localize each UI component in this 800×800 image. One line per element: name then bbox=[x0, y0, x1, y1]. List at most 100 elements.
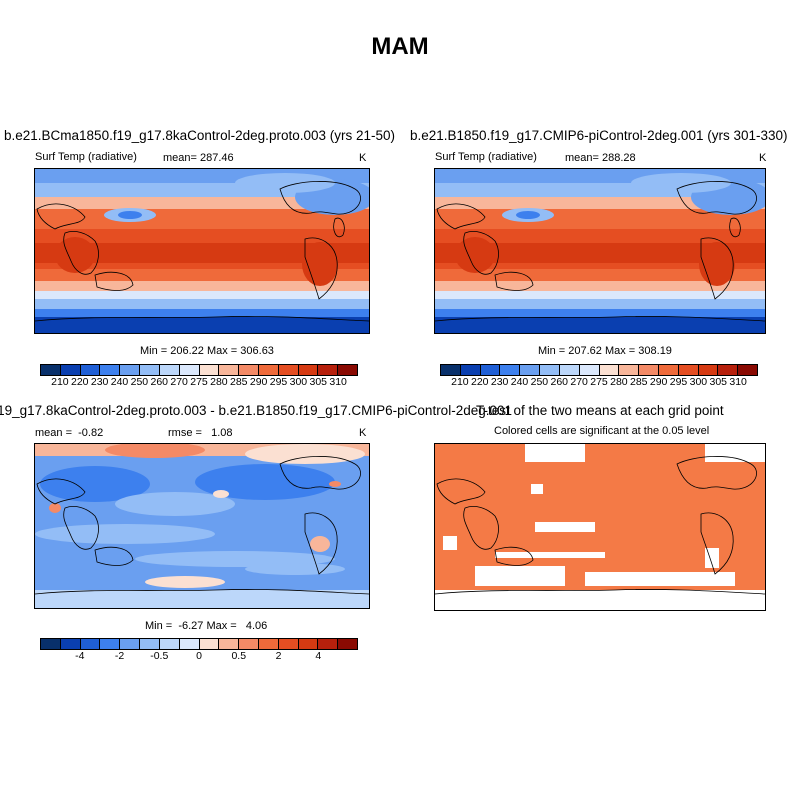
panel-2-temperature-field bbox=[435, 169, 765, 333]
colorbar-segment bbox=[80, 365, 101, 375]
panel-1-mean-label: mean= 287.46 bbox=[163, 152, 234, 164]
panel-2-map bbox=[434, 168, 766, 334]
colorbar-tick-label: 260 bbox=[150, 376, 169, 388]
panel-1-colorbar-ticks: 210 220 230 240 250 260 270 275 280 285 290 295 300 3… bbox=[40, 376, 358, 390]
panel-3-mean-label: mean = -0.82 bbox=[35, 427, 104, 439]
panel-1-temperature-field bbox=[35, 169, 369, 333]
colorbar-tick-label: 270 bbox=[170, 376, 188, 388]
colorbar-segment bbox=[540, 365, 560, 375]
colorbar-segment bbox=[41, 639, 61, 649]
colorbar-tick-label: 230 bbox=[490, 376, 509, 388]
panel-3-colorbar-ticks: -4 -2 -0.5 0 0.5 2 4 bbox=[40, 650, 358, 664]
colorbar-segment bbox=[179, 639, 200, 649]
panel-3-rmse-label: rmse = 1.08 bbox=[168, 427, 233, 439]
colorbar-tick-label: 290 bbox=[249, 376, 268, 388]
panel-3-min-max: Min = -6.27 Max = 4.06 bbox=[145, 620, 268, 632]
colorbar-tick-label: 2 bbox=[275, 650, 282, 662]
panel-2-variable-label: Surf Temp (radiative) bbox=[435, 151, 537, 163]
panel-2-min-max: Min = 207.62 Max = 308.19 bbox=[538, 345, 672, 357]
colorbar-segment bbox=[278, 639, 299, 649]
colorbar-segment bbox=[120, 365, 141, 375]
colorbar-tick-label: 290 bbox=[649, 376, 668, 388]
colorbar-segment bbox=[219, 639, 240, 649]
colorbar-segment bbox=[298, 639, 319, 649]
colorbar-tick-label: 275 bbox=[190, 376, 208, 388]
colorbar-segment bbox=[239, 365, 259, 375]
panel-2-colorbar-ticks: 210 220 230 240 250 260 270 275 280 285 290 295 300 3… bbox=[440, 376, 758, 390]
colorbar-segment bbox=[41, 365, 61, 375]
colorbar-segment bbox=[278, 365, 299, 375]
colorbar-segment bbox=[718, 365, 739, 375]
panel-4-map bbox=[434, 443, 766, 611]
colorbar-segment bbox=[619, 365, 640, 375]
colorbar-tick-label: 250 bbox=[530, 376, 549, 388]
colorbar-tick-label: 220 bbox=[70, 376, 89, 388]
colorbar-tick-label: 295 bbox=[669, 376, 688, 388]
colorbar-tick-label: 280 bbox=[610, 376, 628, 388]
colorbar-tick-label: 210 bbox=[451, 376, 469, 388]
panel-1-map bbox=[34, 168, 370, 334]
colorbar-tick-label: 310 bbox=[729, 376, 747, 388]
colorbar-tick-label: 230 bbox=[90, 376, 109, 388]
colorbar-segment bbox=[500, 365, 521, 375]
panel-2-colorbar bbox=[440, 364, 758, 376]
colorbar-tick-label: 260 bbox=[550, 376, 569, 388]
colorbar-tick-label: 275 bbox=[590, 376, 608, 388]
panel-1-variable-label: Surf Temp (radiative) bbox=[35, 151, 137, 163]
panel-1-min-max: Min = 206.22 Max = 306.63 bbox=[140, 345, 274, 357]
colorbar-tick-label: -0.5 bbox=[150, 650, 169, 662]
colorbar-segment bbox=[298, 365, 319, 375]
colorbar-tick-label: 240 bbox=[110, 376, 129, 388]
panel-4-significance-field bbox=[435, 444, 765, 610]
colorbar-segment bbox=[159, 365, 180, 375]
colorbar-segment bbox=[338, 365, 357, 375]
panel-3-title: b.e21.BCma1850.f19_g17.8kaControl-2deg.p… bbox=[0, 403, 512, 418]
colorbar-tick-label: -4 bbox=[75, 650, 85, 662]
colorbar-segment bbox=[658, 365, 679, 375]
colorbar-segment bbox=[318, 365, 339, 375]
colorbar-tick-label: 285 bbox=[629, 376, 648, 388]
colorbar-tick-label: 0.5 bbox=[231, 650, 247, 662]
colorbar-segment bbox=[219, 365, 240, 375]
colorbar-segment bbox=[100, 365, 121, 375]
colorbar-tick-label: 240 bbox=[510, 376, 529, 388]
colorbar-segment bbox=[338, 639, 357, 649]
colorbar-segment bbox=[140, 365, 160, 375]
colorbar-segment bbox=[441, 365, 461, 375]
colorbar-segment bbox=[559, 365, 580, 375]
colorbar-segment bbox=[120, 639, 141, 649]
colorbar-segment bbox=[599, 365, 620, 375]
panel-4-subtitle: Colored cells are significant at the 0.0… bbox=[494, 425, 710, 437]
colorbar-segment bbox=[460, 365, 481, 375]
colorbar-segment bbox=[698, 365, 719, 375]
colorbar-segment bbox=[140, 639, 160, 649]
colorbar-segment bbox=[199, 639, 220, 649]
colorbar-segment bbox=[258, 365, 279, 375]
colorbar-tick-label: 210 bbox=[51, 376, 69, 388]
figure-title: MAM bbox=[371, 33, 429, 60]
colorbar-segment bbox=[738, 365, 757, 375]
panel-1-colorbar bbox=[40, 364, 358, 376]
colorbar-tick-label: 305 bbox=[309, 376, 328, 388]
colorbar-segment bbox=[678, 365, 699, 375]
colorbar-segment bbox=[520, 365, 541, 375]
colorbar-tick-label: 0 bbox=[196, 650, 202, 662]
panel-1-title: b.e21.BCma1850.f19_g17.8kaControl-2deg.p… bbox=[4, 128, 395, 143]
panel-3-colorbar bbox=[40, 638, 358, 650]
colorbar-tick-label: 300 bbox=[689, 376, 708, 388]
colorbar-segment bbox=[318, 639, 339, 649]
panel-3-difference-field bbox=[35, 444, 369, 608]
panel-2-title: b.e21.B1850.f19_g17.CMIP6-piControl-2deg… bbox=[410, 128, 788, 143]
colorbar-tick-label: 220 bbox=[470, 376, 489, 388]
colorbar-tick-label: 305 bbox=[709, 376, 728, 388]
panel-3-units-label: K bbox=[359, 427, 367, 439]
colorbar-segment bbox=[639, 365, 659, 375]
colorbar-tick-label: -2 bbox=[114, 650, 125, 662]
colorbar-segment bbox=[80, 639, 101, 649]
colorbar-tick-label: 285 bbox=[229, 376, 248, 388]
panel-2-mean-label: mean= 288.28 bbox=[565, 152, 636, 164]
colorbar-segment bbox=[179, 365, 200, 375]
colorbar-segment bbox=[100, 639, 121, 649]
colorbar-tick-label: 310 bbox=[329, 376, 347, 388]
colorbar-tick-label: 270 bbox=[570, 376, 588, 388]
